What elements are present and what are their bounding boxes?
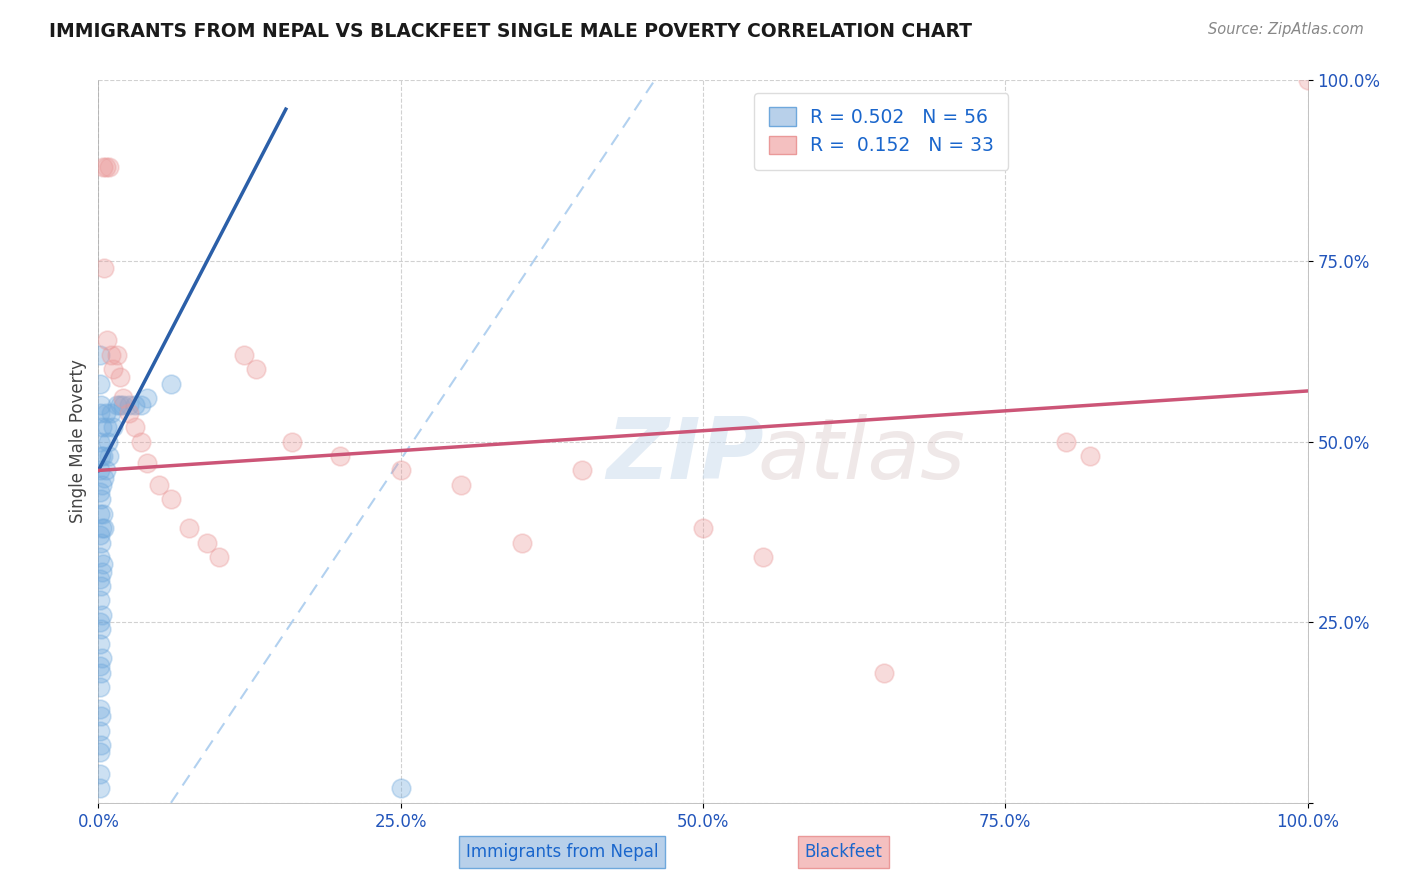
Point (89, 572, 111, 586)
Point (98, 449, 121, 463)
Point (91, 160, 114, 174)
Point (91, 558, 114, 572)
Point (101, 362, 124, 376)
Point (232, 348, 254, 362)
Point (93, 521, 115, 535)
Point (89, 781, 111, 796)
Point (91, 507, 114, 521)
Point (281, 434, 304, 449)
Point (90, 398, 112, 412)
Point (124, 420, 146, 434)
Point (510, 535, 533, 549)
Point (91, 449, 114, 463)
Point (111, 398, 134, 412)
Point (89, 702, 111, 716)
Point (89, 745, 111, 759)
Point (91, 565, 114, 579)
Text: atlas: atlas (758, 415, 966, 498)
Point (160, 376, 183, 391)
Point (89, 376, 111, 391)
Point (160, 492, 183, 507)
Text: Source: ZipAtlas.com: Source: ZipAtlas.com (1208, 22, 1364, 37)
Point (245, 362, 267, 376)
Point (108, 369, 131, 384)
Point (94, 463, 117, 477)
Point (89, 406, 111, 420)
Legend: R = 0.502   N = 56, R =  0.152   N = 33: R = 0.502 N = 56, R = 0.152 N = 33 (754, 93, 1008, 169)
Point (148, 478, 170, 492)
Point (105, 398, 128, 412)
Point (108, 398, 131, 412)
Point (179, 521, 201, 535)
Point (208, 550, 231, 565)
Point (389, 781, 412, 796)
Point (118, 398, 141, 412)
Point (450, 478, 472, 492)
Point (91, 420, 114, 434)
Point (129, 434, 152, 449)
Point (90, 449, 112, 463)
Point (90, 665, 112, 680)
Point (571, 463, 593, 477)
Point (89, 485, 111, 500)
Point (91, 651, 114, 665)
Point (118, 406, 141, 420)
Point (89, 723, 111, 738)
Point (89, 658, 111, 673)
Point (90, 579, 112, 593)
Point (90, 535, 112, 549)
Text: Blackfeet: Blackfeet (804, 843, 883, 861)
Point (89, 463, 111, 477)
Point (97, 434, 120, 449)
Point (124, 398, 146, 412)
Y-axis label: Single Male Poverty: Single Male Poverty (69, 359, 87, 524)
Point (873, 665, 896, 680)
Point (93, 261, 115, 276)
Point (389, 463, 412, 477)
Text: ZIP: ZIP (606, 415, 763, 498)
Point (90, 492, 112, 507)
Text: IMMIGRANTS FROM NEPAL VS BLACKFEET SINGLE MALE POVERTY CORRELATION CHART: IMMIGRANTS FROM NEPAL VS BLACKFEET SINGL… (49, 22, 972, 41)
Point (100, 348, 122, 362)
Point (89, 680, 111, 694)
Point (129, 398, 152, 412)
Point (90, 709, 112, 723)
Point (89, 615, 111, 630)
Point (1078, 449, 1101, 463)
Point (89, 348, 111, 362)
Point (101, 420, 124, 434)
Point (89, 528, 111, 542)
Point (195, 535, 218, 549)
Point (135, 456, 157, 470)
Point (98, 160, 121, 174)
Point (90, 623, 112, 637)
Point (135, 391, 157, 405)
Point (89, 507, 111, 521)
Point (1054, 434, 1077, 449)
Point (329, 449, 352, 463)
Point (111, 391, 134, 405)
Point (89, 434, 111, 449)
Text: Immigrants from Nepal: Immigrants from Nepal (467, 843, 658, 861)
Point (91, 521, 114, 535)
Point (94, 406, 117, 420)
Point (94, 160, 117, 174)
Point (96, 420, 118, 434)
Point (89, 550, 111, 565)
Point (89, 637, 111, 651)
Point (692, 521, 714, 535)
Point (752, 550, 775, 565)
Point (91, 607, 114, 622)
Point (93, 470, 115, 484)
Point (89, 593, 111, 607)
Point (100, 406, 122, 420)
Point (96, 334, 118, 348)
Point (89, 767, 111, 781)
Point (1296, 73, 1319, 87)
Point (91, 478, 114, 492)
Point (105, 348, 128, 362)
Point (90, 738, 112, 752)
